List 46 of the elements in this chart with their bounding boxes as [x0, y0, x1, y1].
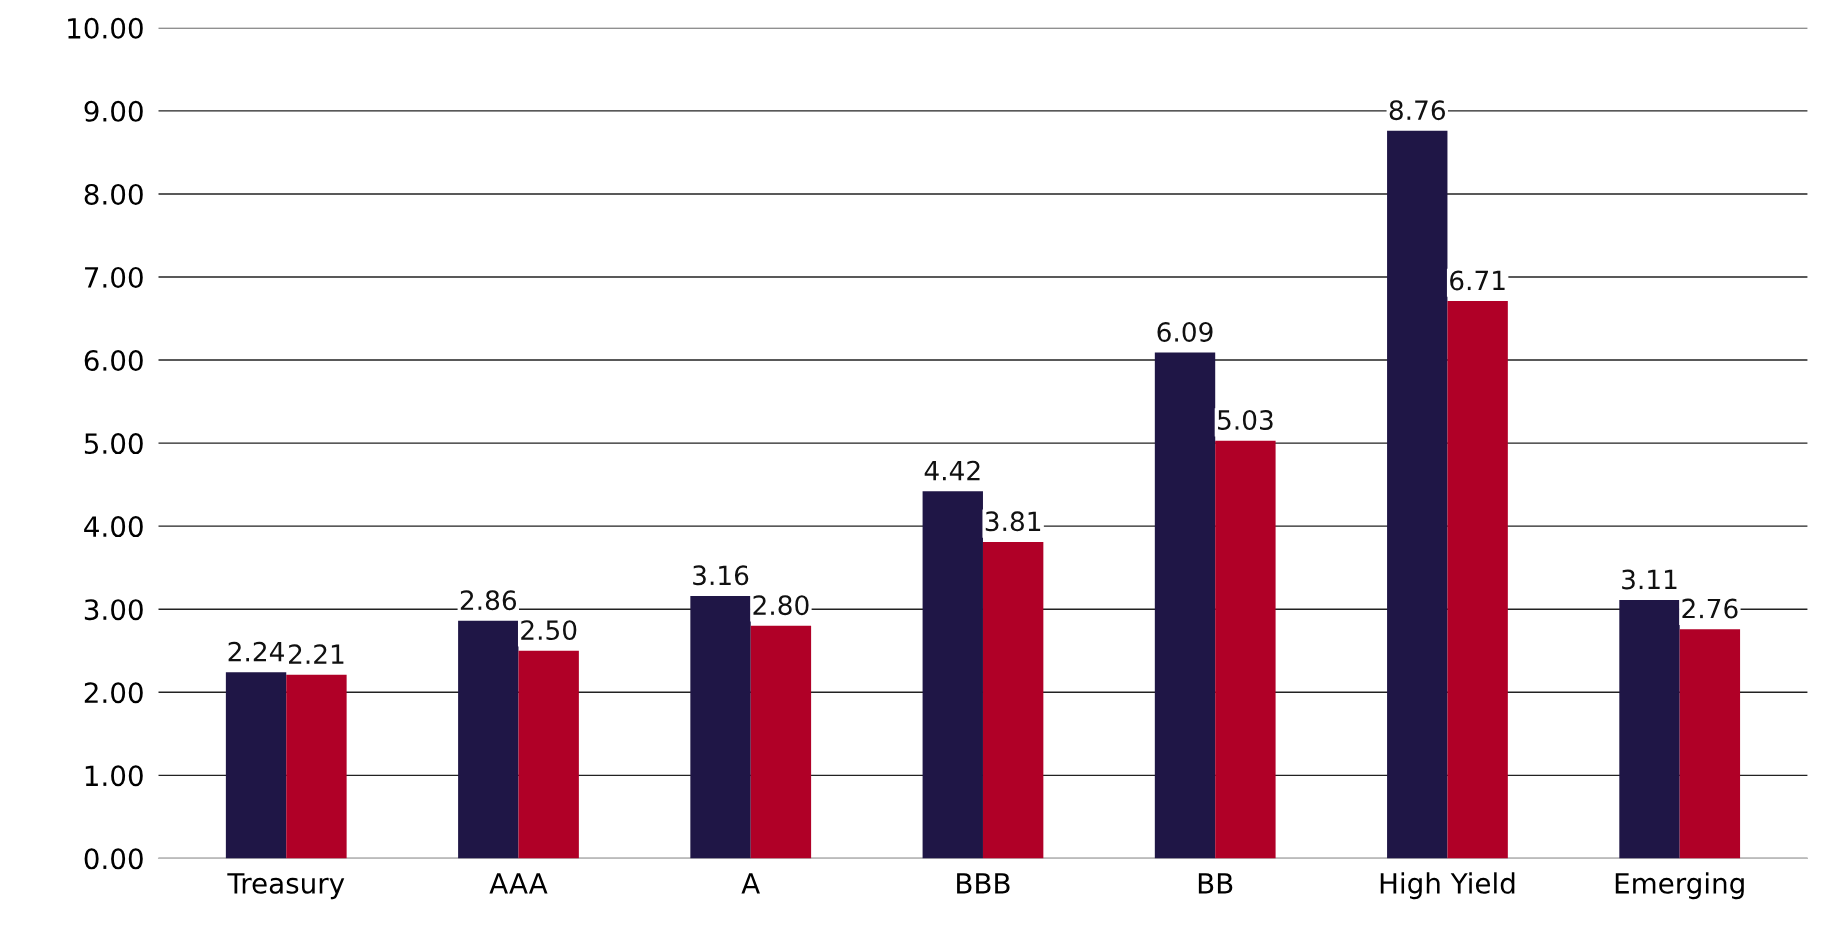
data-label: 2.21	[288, 644, 344, 664]
data-label: 3.11	[1622, 569, 1677, 590]
bar	[286, 674, 347, 859]
x-tick-label: Treasury	[227, 873, 345, 900]
data-label: 6.09	[1157, 321, 1213, 342]
x-tick-label: BBB	[957, 873, 1010, 894]
bar	[750, 625, 812, 859]
x-tick-label: A	[741, 873, 760, 894]
bar	[1387, 130, 1448, 859]
bar	[1447, 301, 1508, 859]
y-tick-label: 4.00	[84, 516, 143, 538]
y-tick-label: 1.00	[85, 765, 143, 787]
bar	[1619, 600, 1680, 859]
y-tick-label: 8.00	[84, 183, 143, 205]
y-tick-label: 7.00	[85, 266, 143, 288]
y-tick-label: 3.00	[84, 599, 143, 621]
data-label: 4.42	[924, 460, 980, 481]
data-label: 5.03	[1218, 410, 1273, 430]
x-tick-label: Emerging	[1615, 872, 1744, 900]
data-label: 3.16	[693, 565, 749, 586]
bar	[1154, 352, 1216, 859]
bar	[225, 672, 287, 859]
data-label: 2.24	[228, 641, 284, 662]
y-tick-label: 0.00	[84, 848, 143, 870]
data-label: 2.50	[521, 620, 577, 641]
data-label: 2.80	[753, 595, 809, 616]
bar	[518, 650, 579, 859]
bar	[1215, 440, 1276, 859]
bar	[1679, 629, 1741, 859]
y-tick-label: 5.00	[84, 433, 143, 455]
x-tick-label: AAA	[489, 873, 548, 894]
data-label: 8.76	[1389, 100, 1445, 121]
x-tick-label: BB	[1198, 873, 1233, 894]
data-label: 2.86	[460, 590, 517, 611]
data-label: 2.76	[1682, 598, 1738, 619]
y-tick-label: 2.00	[84, 682, 143, 704]
data-label: 6.71	[1450, 270, 1505, 291]
y-tick-label: 6.00	[84, 350, 143, 372]
y-tick-label: 10.00	[68, 17, 143, 39]
y-tick-label: 9.00	[84, 100, 143, 122]
bar	[922, 491, 983, 859]
bar	[690, 595, 751, 859]
bar	[458, 620, 519, 859]
data-label: 3.81	[985, 511, 1041, 532]
x-tick-label: High Yield	[1380, 872, 1515, 900]
bar	[982, 541, 1044, 859]
